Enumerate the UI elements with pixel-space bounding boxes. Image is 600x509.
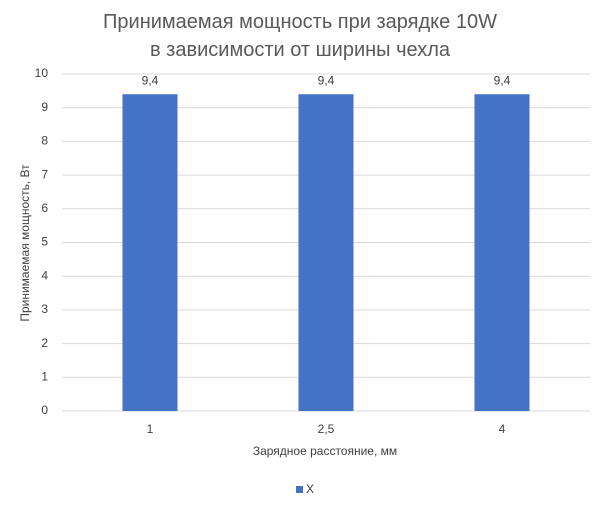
y-tick-label: 6 (41, 201, 48, 215)
data-label: 9,4 (142, 73, 159, 87)
data-label: 9,4 (494, 73, 511, 87)
y-tick-label: 0 (41, 403, 48, 417)
y-tick-label: 7 (41, 167, 48, 181)
y-tick-label: 2 (41, 336, 48, 350)
bar (298, 94, 354, 411)
x-axis-title: Зарядное расстояние, мм (253, 444, 397, 458)
y-tick-label: 4 (41, 268, 48, 282)
y-axis-title: Принимаемая мощность, Вт (18, 164, 32, 322)
y-tick-label: 3 (41, 302, 48, 316)
chart-title: Принимаемая мощность при зарядке 10W в з… (103, 11, 497, 61)
bar (474, 94, 530, 411)
legend-swatch (296, 486, 303, 493)
y-tick-label: 8 (41, 134, 48, 148)
y-tick-label: 5 (41, 235, 48, 249)
y-tick-label: 1 (41, 369, 48, 383)
x-tick-label: 2,5 (318, 422, 335, 436)
bar (122, 94, 178, 411)
y-tick-label: 10 (35, 66, 49, 80)
x-tick-label: 4 (499, 422, 506, 436)
y-tick-label: 9 (41, 100, 48, 114)
data-label: 9,4 (318, 73, 335, 87)
legend-label: X (306, 482, 314, 496)
x-tick-label: 1 (147, 422, 154, 436)
